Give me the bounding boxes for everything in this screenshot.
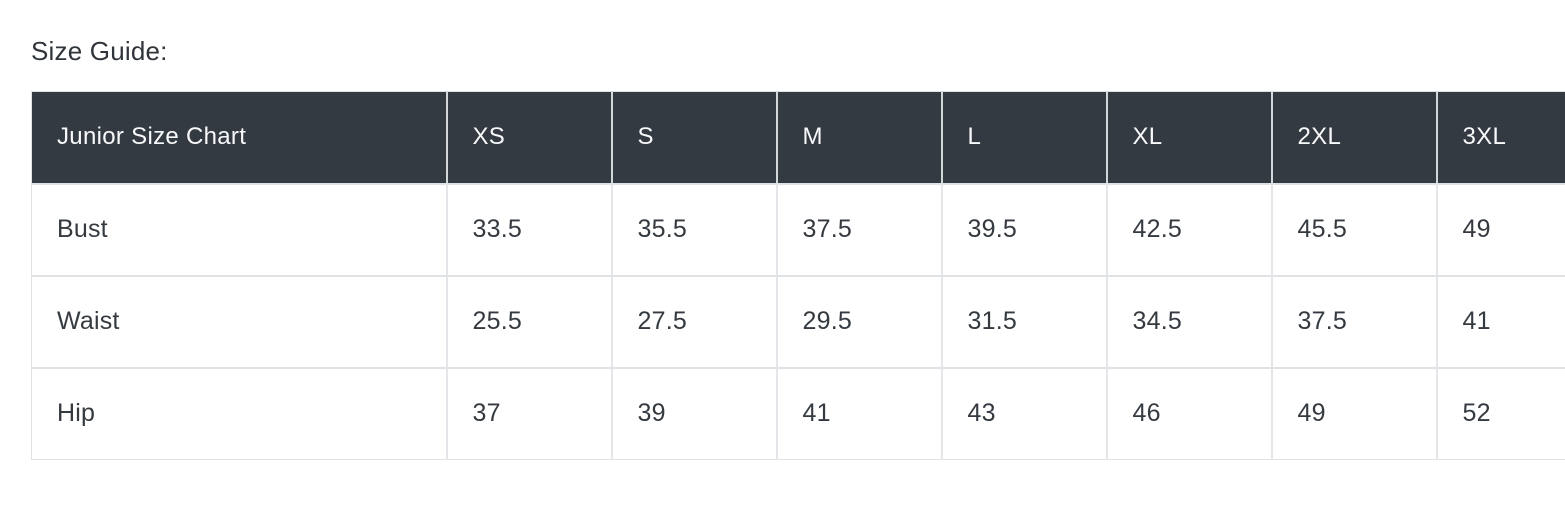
table-row: Waist 25.5 27.5 29.5 31.5 34.5 37.5 41 <box>31 275 1565 369</box>
header-cell-size: XL <box>1106 91 1273 185</box>
measurement-cell: 37.5 <box>776 183 943 277</box>
measurement-cell: 43 <box>941 367 1108 460</box>
row-label-cell: Hip <box>31 367 448 460</box>
measurement-cell: 52 <box>1436 367 1565 460</box>
measurement-cell: 39.5 <box>941 183 1108 277</box>
measurement-cell: 27.5 <box>611 275 778 369</box>
measurement-cell: 45.5 <box>1271 183 1438 277</box>
header-cell-size: 2XL <box>1271 91 1438 185</box>
measurement-cell: 49 <box>1271 367 1438 460</box>
measurement-cell: 37 <box>446 367 613 460</box>
measurement-cell: 34.5 <box>1106 275 1273 369</box>
measurement-cell: 41 <box>776 367 943 460</box>
measurement-cell: 42.5 <box>1106 183 1273 277</box>
measurement-cell: 33.5 <box>446 183 613 277</box>
size-table-header-row: Junior Size Chart XS S M L XL 2XL 3XL <box>31 91 1565 185</box>
header-cell-size: M <box>776 91 943 185</box>
header-cell-size: 3XL <box>1436 91 1565 185</box>
measurement-cell: 46 <box>1106 367 1273 460</box>
measurement-cell: 31.5 <box>941 275 1108 369</box>
table-row: Hip 37 39 41 43 46 49 52 <box>31 367 1565 460</box>
size-guide-title: Size Guide: <box>31 36 168 66</box>
header-cell-size: L <box>941 91 1108 185</box>
size-table-viewport: Junior Size Chart XS S M L XL 2XL 3XL Bust 33.5 3… <box>31 91 1565 460</box>
junior-size-chart-table: Junior Size Chart XS S M L XL 2XL 3XL Bust 33.5 3… <box>31 91 1565 460</box>
header-cell-chart-title: Junior Size Chart <box>31 91 448 185</box>
row-label-cell: Bust <box>31 183 448 277</box>
measurement-cell: 39 <box>611 367 778 460</box>
measurement-cell: 35.5 <box>611 183 778 277</box>
measurement-cell: 29.5 <box>776 275 943 369</box>
header-cell-size: S <box>611 91 778 185</box>
row-label-cell: Waist <box>31 275 448 369</box>
measurement-cell: 37.5 <box>1271 275 1438 369</box>
measurement-cell: 25.5 <box>446 275 613 369</box>
measurement-cell: 41 <box>1436 275 1565 369</box>
measurement-cell: 49 <box>1436 183 1565 277</box>
header-cell-size: XS <box>446 91 613 185</box>
table-row: Bust 33.5 35.5 37.5 39.5 42.5 45.5 49 <box>31 183 1565 277</box>
